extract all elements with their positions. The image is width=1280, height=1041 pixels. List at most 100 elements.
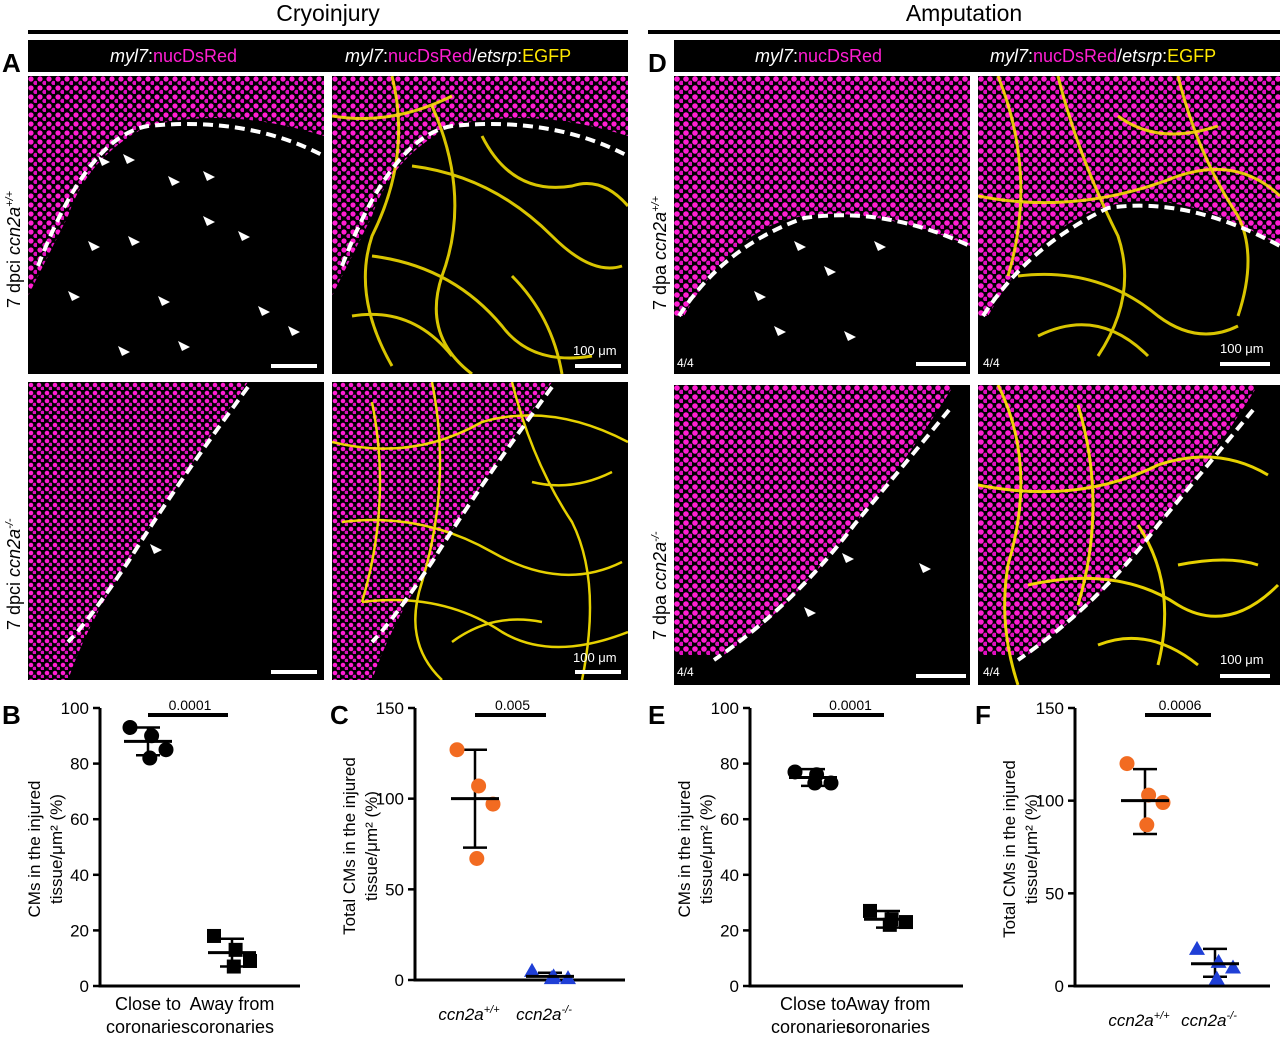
section-rule-left	[28, 30, 628, 34]
micrograph-amp-mut-red	[674, 385, 970, 685]
scale-bar-a2	[575, 364, 621, 368]
panel-letter-f: F	[975, 700, 991, 730]
y-tick-label-f-50: 50	[1045, 884, 1064, 903]
scale-label-d2: 100 μm	[1220, 341, 1264, 356]
y-tick-label-e-0: 0	[730, 977, 739, 996]
y-tick-label-f-0: 0	[1055, 977, 1064, 996]
section-rule-right	[648, 30, 1280, 34]
y-tick-label-e-20: 20	[720, 921, 739, 940]
row-label-amp-mut: 7 dpa ccn2a-/-	[650, 531, 670, 640]
header-etsrp-amp: myl7:nucDsRed/etsrp:EGFP	[990, 46, 1217, 66]
header-bar-cryo	[28, 40, 628, 72]
chart-panel-f: 0 50 100 150 Total CMs in the injured tissue/…	[1000, 697, 1270, 1030]
data-point-e-1-2	[899, 915, 913, 930]
micrograph-amp-wt-merge	[978, 76, 1280, 374]
scale-bar-d2	[1220, 362, 1270, 366]
y-axis-label-c: Total CMs in the injured tissue/μm² (%)	[340, 757, 381, 935]
data-point-c-0-1	[471, 778, 487, 794]
p-value-c: 0.005	[495, 697, 530, 713]
row-label-cryo-mut: 7 dpci ccn2a-/-	[4, 518, 24, 630]
data-point-b-0-0	[122, 719, 138, 735]
data-point-b-1-1	[228, 942, 243, 957]
data-point-b-1-3	[226, 959, 241, 974]
y-tick-label-f-100: 100	[1036, 792, 1064, 811]
x-tick-label-f-1: ccn2a-/-	[1181, 1010, 1237, 1030]
count-d3: 4/4	[677, 665, 694, 679]
y-tick-label-c-50: 50	[385, 880, 404, 899]
data-point-f-0-0	[1119, 756, 1135, 772]
data-point-c-1-0	[524, 962, 540, 977]
y-tick-label-e-40: 40	[720, 866, 739, 885]
section-title-cryoinjury: Cryoinjury	[276, 0, 380, 26]
x-tick-label-c-0: ccn2a+/+	[438, 1004, 500, 1024]
micrograph-cryo-wt-merge	[332, 76, 628, 374]
scale-bar-d3	[916, 674, 966, 678]
y-tick-label-c-100: 100	[376, 790, 404, 809]
data-point-b-0-3	[142, 750, 158, 766]
data-point-e-1-0	[863, 903, 877, 918]
data-point-b-1-2	[243, 953, 257, 968]
count-d4: 4/4	[983, 665, 1000, 679]
data-point-f-1-1	[1210, 953, 1227, 968]
y-axis-label-b: CMs in the injured tissue/μm² (%)	[25, 780, 66, 917]
data-point-f-0-3	[1139, 817, 1155, 833]
y-tick-label-b-40: 40	[70, 866, 89, 885]
section-title-amputation: Amputation	[905, 0, 1023, 26]
scale-bar-d1	[916, 362, 966, 366]
y-tick-label-b-100: 100	[61, 699, 89, 718]
data-point-b-0-2	[158, 742, 174, 758]
y-axis-label-e: CMs in the injured tissue/μm² (%)	[675, 780, 716, 917]
y-tick-label-b-60: 60	[70, 810, 89, 829]
y-tick-label-b-80: 80	[70, 755, 89, 774]
data-point-e-0-0	[787, 764, 803, 780]
micrograph-amp-mut-merge	[978, 385, 1280, 685]
y-tick-label-b-20: 20	[70, 921, 89, 940]
micrograph-cryo-mut-merge	[332, 382, 628, 680]
scale-label-a4: 100 μm	[573, 650, 617, 665]
scale-bar-a4	[575, 670, 621, 674]
x-tick-label-f-0: ccn2a+/+	[1108, 1010, 1170, 1030]
header-bar-amp	[674, 40, 1280, 72]
y-tick-label-e-80: 80	[720, 755, 739, 774]
data-point-e-0-3	[807, 775, 823, 791]
micrograph-cryo-wt-red	[28, 76, 324, 374]
y-tick-label-b-0: 0	[80, 977, 89, 996]
data-point-b-0-1	[144, 728, 160, 744]
data-point-c-0-3	[469, 851, 485, 867]
data-point-f-0-2	[1155, 795, 1171, 811]
y-axis-label-f: Total CMs in the injured tissue/μm² (%)	[1000, 760, 1041, 938]
panel-letter-e: E	[648, 700, 666, 730]
y-tick-label-c-0: 0	[395, 971, 404, 990]
scale-bar-a1	[271, 364, 317, 368]
x-tick-label-e-1: Away from coronaries	[846, 994, 931, 1037]
data-point-e-0-2	[823, 775, 839, 791]
count-d2: 4/4	[983, 356, 1000, 370]
p-value-e: 0.0001	[829, 697, 872, 713]
row-label-cryo-wt: 7 dpci ccn2a+/+	[4, 191, 24, 308]
data-point-f-0-1	[1141, 787, 1157, 803]
panel-letter-c: C	[330, 700, 349, 730]
micrograph-cryo-mut-red	[28, 382, 324, 680]
micrograph-amp-wt-red	[674, 76, 970, 374]
panel-letter-d: D	[648, 48, 667, 78]
x-tick-label-e-0: Close to coronaries	[771, 994, 855, 1037]
y-tick-label-e-100: 100	[711, 699, 739, 718]
count-d1: 4/4	[677, 356, 694, 370]
header-etsrp-cryo: myl7:nucDsRed/etsrp:EGFP	[345, 46, 572, 66]
p-value-b: 0.0001	[169, 697, 212, 713]
data-point-e-1-3	[882, 917, 897, 932]
data-point-c-0-2	[485, 796, 501, 812]
data-point-f-1-3	[1208, 970, 1225, 985]
scale-bar-a3	[271, 670, 317, 674]
x-tick-label-c-1: ccn2a-/-	[516, 1004, 572, 1024]
data-point-f-1-0	[1189, 940, 1205, 955]
scale-label-a2: 100 μm	[573, 343, 617, 358]
data-point-b-1-0	[207, 928, 221, 943]
scale-label-d4: 100 μm	[1220, 652, 1264, 667]
chart-panel-b: 0 20 40 60 80 100 CMs in the injured tissue/μm²…	[25, 697, 300, 1037]
y-tick-label-c-150: 150	[376, 699, 404, 718]
header-myl7-cryo: myl7:nucDsRed	[110, 46, 238, 66]
header-myl7-amp: myl7:nucDsRed	[755, 46, 883, 66]
x-tick-label-b-1: Away from coronaries	[190, 994, 275, 1037]
scale-bar-d4	[1220, 674, 1270, 678]
